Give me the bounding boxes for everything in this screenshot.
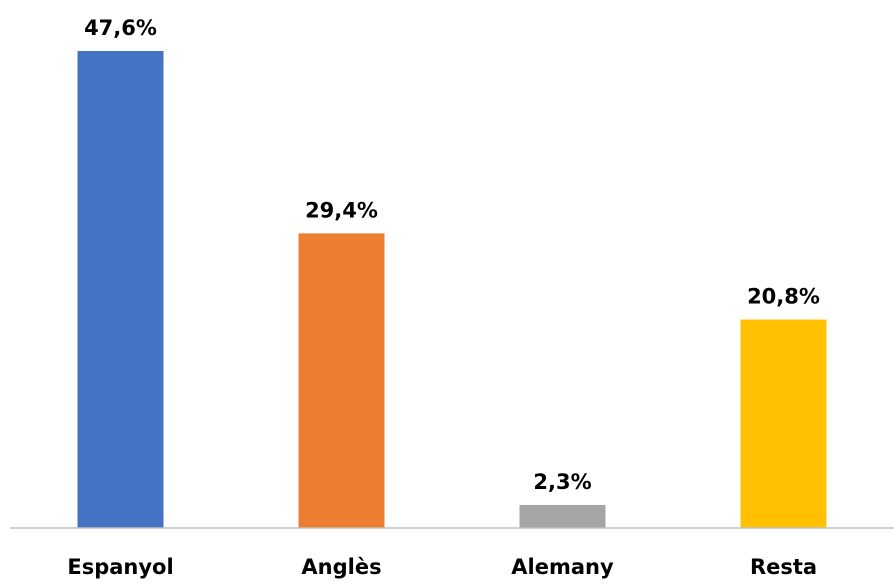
bars-group (77, 51, 827, 528)
bar-3 (740, 319, 827, 528)
data-label-1: 29,4% (305, 198, 378, 222)
category-labels-group: Espanyol Anglès Alemany Resta (67, 555, 817, 579)
data-label-3: 20,8% (747, 285, 820, 309)
category-label-0: Espanyol (67, 555, 173, 579)
category-label-1: Anglès (301, 555, 381, 579)
category-label-3: Resta (750, 555, 817, 579)
data-label-0: 47,6% (84, 16, 157, 40)
bar-2 (519, 504, 606, 528)
bar-1 (298, 233, 385, 528)
bar-0 (77, 51, 164, 528)
category-label-2: Alemany (511, 555, 614, 579)
data-label-2: 2,3% (533, 470, 591, 494)
value-labels-group: 47,6% 29,4% 2,3% 20,8% (84, 16, 820, 494)
